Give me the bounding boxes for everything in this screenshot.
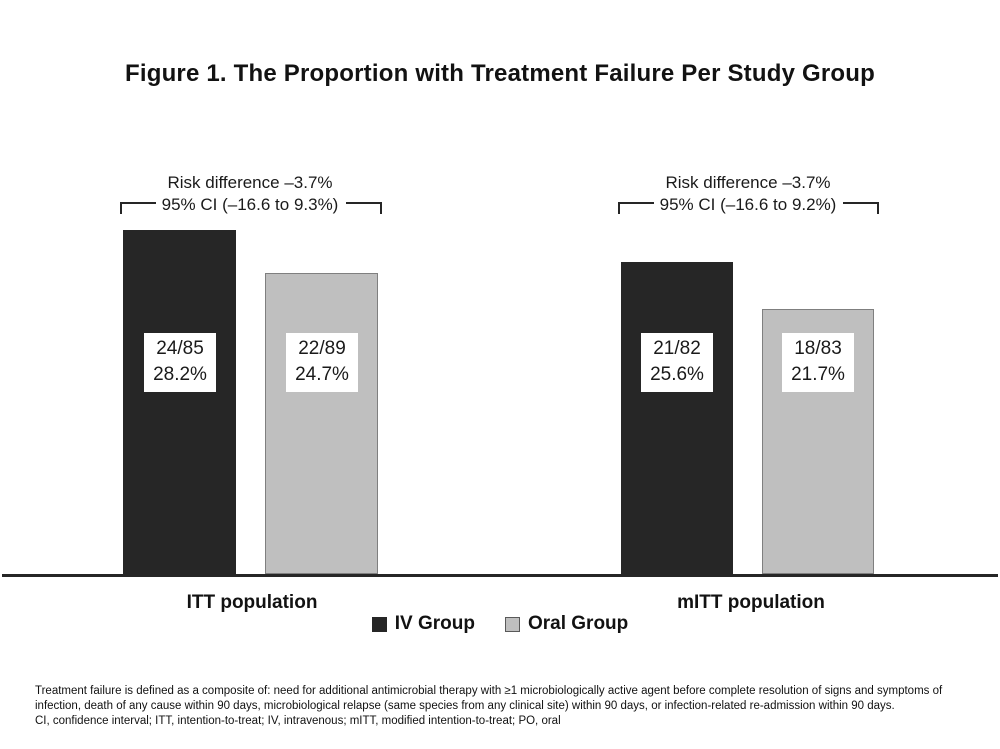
bar-value-label-oral-mitt: 18/83 21.7%: [782, 333, 854, 393]
fraction-value: 22/89: [298, 338, 346, 359]
percent-value: 25.6%: [650, 364, 704, 386]
chart-legend: IV Group Oral Group: [0, 613, 1000, 635]
confidence-interval-line: 95% CI (–16.6 to 9.3%): [161, 194, 339, 214]
legend-label: IV Group: [394, 613, 475, 634]
x-axis-line: [2, 574, 998, 577]
percent-value: 28.2%: [153, 364, 207, 386]
risk-difference-annotation-mitt: Risk difference –3.7% 95% CI (–16.6 to 9…: [598, 172, 898, 216]
bar-value-label-iv-itt: 24/85 28.2%: [144, 333, 216, 393]
bar-chart: Risk difference –3.7% 95% CI (–16.6 to 9…: [2, 172, 998, 577]
fraction-value: 24/85: [156, 338, 204, 359]
bracket-right-mitt: [843, 202, 879, 214]
bar-value-label-iv-mitt: 21/82 25.6%: [641, 333, 713, 393]
legend-item-oral-group: Oral Group: [504, 613, 629, 635]
fraction-value: 21/82: [653, 338, 701, 359]
iv-group-swatch-icon: [371, 616, 387, 632]
bar-value-label-oral-itt: 22/89 24.7%: [286, 333, 358, 393]
fraction-value: 18/83: [794, 338, 842, 359]
bracket-left-itt: [120, 202, 156, 214]
footnote-definition: Treatment failure is defined as a compos…: [35, 685, 943, 713]
percent-value: 24.7%: [295, 364, 349, 386]
category-label-mitt: mITT population: [677, 592, 825, 613]
oral-group-swatch-icon: [504, 616, 520, 632]
confidence-interval-line: 95% CI (–16.6 to 9.2%): [659, 194, 837, 214]
footnote: Treatment failure is defined as a compos…: [35, 684, 962, 730]
percent-value: 21.7%: [791, 364, 845, 386]
bracket-left-mitt: [618, 202, 654, 214]
figure-title: Figure 1. The Proportion with Treatment …: [124, 60, 875, 87]
risk-difference-line: Risk difference –3.7%: [665, 173, 831, 192]
bar-oral-itt: [265, 273, 378, 574]
category-label-itt: ITT population: [186, 592, 318, 613]
risk-difference-line: Risk difference –3.7%: [167, 173, 333, 192]
footnote-abbreviations: CI, confidence interval; ITT, intention-…: [35, 715, 561, 728]
bar-iv-itt: [123, 230, 236, 574]
legend-label: Oral Group: [527, 613, 629, 634]
bar-iv-mitt: [621, 262, 733, 574]
legend-item-iv-group: IV Group: [371, 613, 475, 635]
risk-difference-annotation-itt: Risk difference –3.7% 95% CI (–16.6 to 9…: [100, 172, 400, 216]
bracket-right-itt: [346, 202, 382, 214]
